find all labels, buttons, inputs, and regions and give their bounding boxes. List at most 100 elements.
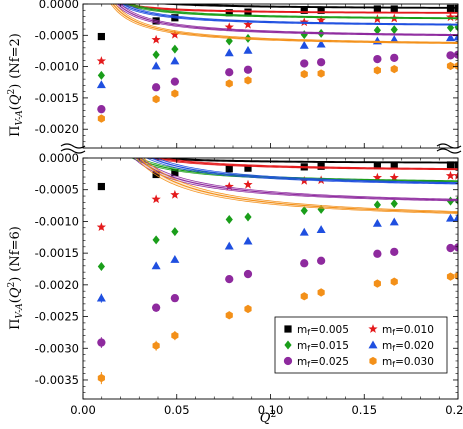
- fit-lower-top-3: [118, 4, 458, 26]
- fit-line-top-5: [112, 4, 458, 44]
- fit-lower-top-2: [122, 4, 458, 20]
- fit-line-bottom-4: [136, 158, 458, 201]
- data-point-top-4-0: [97, 105, 106, 114]
- y-title-close: ): [8, 277, 23, 282]
- data-point-bottom-1-3: [224, 181, 234, 191]
- legend-label-3: mf=0.020: [382, 340, 434, 353]
- data-point-top-1-6: [316, 15, 326, 25]
- data-point-bottom-2-4: [244, 212, 252, 222]
- y-tick-label-bottom-5: -0.0025: [35, 310, 79, 324]
- y-title-sup: 2: [7, 89, 17, 95]
- data-point-top-4-2: [170, 77, 180, 86]
- fit-line-top-4: [116, 4, 458, 36]
- y-tick-label-top-4: -0.0020: [35, 122, 79, 136]
- data-point-bottom-3-4: [243, 236, 253, 245]
- data-point-top-2-5: [300, 30, 308, 40]
- legend-label-4: mf=0.025: [297, 356, 349, 369]
- fit-line-bottom-1: [153, 158, 458, 170]
- y-tick-label-top-1: -0.0005: [35, 28, 79, 42]
- data-point-bottom-2-3: [225, 215, 233, 225]
- data-point-bottom-2-5: [300, 206, 308, 216]
- data-point-top-4-7: [373, 54, 382, 64]
- data-point-top-5-7: [373, 66, 381, 75]
- fit-lower-top-5: [110, 4, 458, 44]
- data-point-top-0-1: [152, 17, 160, 25]
- data-point-top-2-0: [97, 70, 105, 80]
- data-point-bottom-0-7: [373, 162, 381, 170]
- y-title-pi: Π: [8, 318, 23, 329]
- data-point-bottom-0-1: [152, 170, 160, 179]
- data-point-bottom-2-0: [97, 261, 105, 271]
- y-title-top-suffix: (Nf=2): [8, 33, 23, 79]
- fit-upper-top-1: [126, 4, 458, 13]
- y-tick-label-bottom-1: -0.0005: [35, 183, 79, 197]
- data-point-top-2-7: [373, 25, 381, 35]
- x-tick-label-4: 0.20: [445, 403, 463, 417]
- data-point-bottom-5-9: [446, 272, 455, 281]
- data-point-bottom-3-6: [316, 225, 326, 234]
- data-point-bottom-0-8: [390, 162, 398, 170]
- legend-marker-2: [284, 340, 292, 350]
- legend-marker-1: [368, 324, 378, 333]
- data-point-bottom-2-7: [373, 200, 381, 210]
- data-point-top-0-9: [446, 4, 455, 12]
- data-point-top-3-9: [446, 33, 455, 42]
- fit-upper-bottom-1: [161, 158, 458, 169]
- data-point-bottom-2-1: [152, 235, 160, 245]
- data-point-bottom-0-6: [317, 162, 325, 170]
- data-point-top-5-0: [97, 114, 105, 123]
- fit-upper-top-5: [114, 4, 458, 43]
- data-point-bottom-5-2: [171, 331, 179, 340]
- plot-frame-top: [82, 3, 459, 149]
- axis-break-marks: [60, 143, 462, 154]
- data-point-top-3-7: [372, 36, 382, 45]
- data-point-top-5-6: [317, 69, 325, 78]
- data-point-bottom-4-9: [446, 243, 455, 253]
- data-point-bottom-5-7: [373, 279, 381, 288]
- data-point-top-2-1: [152, 50, 160, 60]
- fit-lower-bottom-2: [131, 158, 458, 183]
- data-point-top-2-2: [171, 44, 179, 54]
- data-point-top-4-9: [446, 51, 455, 60]
- data-point-top-5-9: [446, 61, 455, 71]
- data-point-bottom-4-5: [300, 259, 309, 268]
- fit-upper-bottom-4: [140, 158, 458, 200]
- data-point-top-5-1: [152, 95, 160, 104]
- data-point-bottom-5-5: [300, 292, 308, 301]
- data-point-bottom-0-2: [171, 168, 179, 177]
- data-point-bottom-1-2: [170, 189, 180, 199]
- y-tick-label-top-2: -0.0010: [35, 60, 79, 74]
- data-point-bottom-4-6: [316, 256, 326, 265]
- data-point-bottom-1-1: [151, 194, 161, 204]
- legend-marker-5: [369, 356, 377, 366]
- fit-upper-top-3: [124, 4, 458, 25]
- data-point-bottom-4-7: [373, 249, 382, 258]
- legend: mf=0.005 mf=0.010 mf=0.015 mf=0.020 mf=0.025…: [274, 316, 448, 374]
- data-point-top-3-0: [96, 80, 106, 89]
- data-point-top-3-2: [170, 56, 180, 65]
- data-point-bottom-0-3: [225, 165, 233, 173]
- data-point-top-3-4: [243, 45, 253, 54]
- legend-label-5: mf=0.030: [382, 356, 434, 369]
- fit-lower-bottom-1: [148, 158, 458, 171]
- data-point-top-5-10: [454, 61, 458, 71]
- data-point-top-4-3: [225, 68, 234, 77]
- x-title-q: Q: [260, 411, 271, 426]
- fit-upper-bottom-5: [143, 158, 458, 212]
- data-point-bottom-1-9: [445, 170, 456, 180]
- data-point-bottom-5-0: [97, 373, 105, 383]
- data-point-top-4-4: [243, 65, 253, 74]
- data-point-bottom-5-10: [454, 271, 458, 281]
- data-point-top-5-5: [300, 69, 308, 79]
- data-point-bottom-4-4: [243, 269, 253, 279]
- data-point-top-4-8: [390, 53, 399, 62]
- data-point-bottom-2-2: [171, 227, 179, 237]
- data-point-top-1-2: [170, 29, 180, 39]
- data-point-top-0-8: [390, 5, 398, 13]
- data-point-bottom-3-2: [170, 254, 180, 263]
- fit-lower-bottom-3: [145, 158, 458, 185]
- fit-lower-top-4: [114, 4, 458, 37]
- data-point-bottom-1-4: [243, 179, 253, 189]
- fit-line-bottom-3: [150, 158, 458, 184]
